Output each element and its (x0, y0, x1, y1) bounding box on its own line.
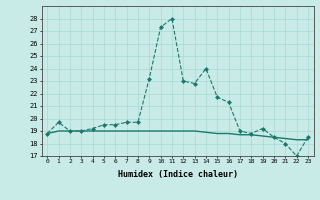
X-axis label: Humidex (Indice chaleur): Humidex (Indice chaleur) (118, 170, 237, 179)
